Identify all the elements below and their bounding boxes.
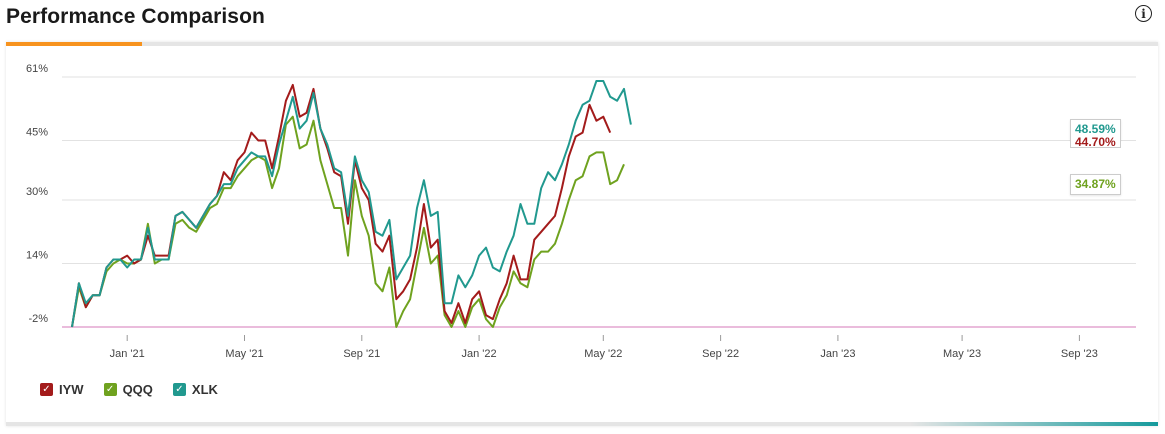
legend-item-xlk[interactable]: ✓ XLK xyxy=(172,381,218,397)
header: Performance Comparison i xyxy=(0,0,1165,40)
checkbox-checked-icon[interactable]: ✓ xyxy=(103,382,117,396)
x-tick-label: May '21 xyxy=(225,348,263,360)
checkbox-checked-icon[interactable]: ✓ xyxy=(40,382,53,396)
x-axis-ticks: Jan '21 May '21 Sep '21 Jan '22 May '22 Sep '… xyxy=(110,335,1098,360)
series-line-xlk xyxy=(71,80,632,328)
card-accent-tab xyxy=(6,42,142,46)
page-title: Performance Comparison xyxy=(6,5,265,28)
x-tick-label: Jan '23 xyxy=(820,348,855,360)
card-bottom-accent xyxy=(910,422,1158,426)
chart-card xyxy=(6,42,1158,426)
legend-label: IYW xyxy=(59,381,84,397)
x-tick-label: Sep '22 xyxy=(702,348,739,360)
series-line-iyw xyxy=(71,83,612,328)
chart-legend: ✓ IYW ✓ QQQ ✓ XLK xyxy=(40,380,218,398)
end-value-label-xlk: 48.59% xyxy=(1070,119,1121,140)
info-circle-icon[interactable]: i xyxy=(1135,5,1152,22)
y-axis-ticks: 61% 45% 30% 14% -2% xyxy=(26,63,48,325)
legend-label: XLK xyxy=(191,381,218,397)
y-tick-label: 45% xyxy=(26,126,48,138)
x-tick-label: May '23 xyxy=(943,348,981,360)
x-tick-label: Sep '23 xyxy=(1061,348,1098,360)
y-tick-label: 14% xyxy=(26,250,48,262)
y-tick-label: 30% xyxy=(26,186,48,198)
y-tick-label: -2% xyxy=(28,313,48,325)
chart-series xyxy=(71,80,632,328)
y-tick-label: 61% xyxy=(26,63,48,75)
legend-label: QQQ xyxy=(122,381,153,397)
legend-item-qqq[interactable]: ✓ QQQ xyxy=(103,381,153,397)
x-tick-label: Jan '21 xyxy=(110,348,145,360)
checkbox-checked-icon[interactable]: ✓ xyxy=(172,382,186,396)
legend-item-iyw[interactable]: ✓ IYW xyxy=(40,382,84,397)
x-tick-label: Sep '21 xyxy=(343,348,380,360)
x-tick-label: Jan '22 xyxy=(462,348,497,360)
chart-gridlines xyxy=(62,76,1136,328)
x-tick-label: May '22 xyxy=(584,348,622,360)
end-value-label-iyw: 44.70% xyxy=(1070,136,1121,148)
end-value-label-qqq: 34.87% xyxy=(1070,174,1121,195)
